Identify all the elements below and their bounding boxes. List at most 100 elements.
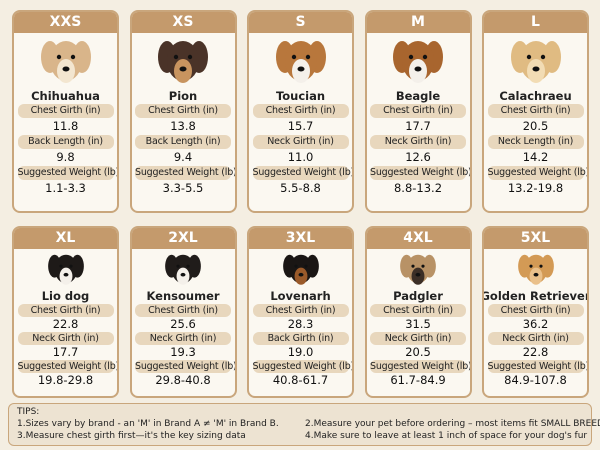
size-card: 2XL Kensoumer Chest Girth (in) 25.6 Neck Gi… (129, 226, 237, 398)
breed-name: Beagle (395, 89, 441, 103)
measure-value: 14.2 (522, 150, 549, 164)
dog-photo (40, 41, 91, 83)
breed-name: Calachraeu (499, 89, 572, 103)
measure-label: Chest Girth (in) (487, 304, 584, 317)
measure-value: 20.5 (522, 119, 549, 133)
breed-name: Lovenarh (270, 289, 331, 303)
measure-value: 9.8 (56, 150, 75, 164)
measure-value: 17.7 (52, 345, 79, 359)
measure-value: 31.5 (405, 317, 431, 331)
size-card: 4XL Padgler Chest Girth (in) 31.5 Neck Girt… (364, 226, 472, 398)
measure-label: Chest Girth (in) (17, 304, 114, 317)
measure-value: 20.5 (405, 345, 431, 359)
measure-label: Chest Girth (in) (370, 304, 466, 317)
size-label: 5XL (484, 228, 587, 249)
measure-value: 12.6 (405, 150, 431, 164)
measure-label: Neck Girth (in) (370, 332, 466, 345)
measure-value: 11.8 (52, 119, 79, 133)
size-label: M (366, 12, 470, 33)
measure-label: Suggested Weight (lb) (17, 166, 119, 180)
tip: 4.Make sure to leave at least 1 inch of … (305, 431, 588, 441)
breed-name: Toucian (275, 89, 326, 103)
size-label: XL (14, 228, 117, 249)
size-label: L (484, 12, 587, 33)
measure-value: 22.8 (52, 317, 79, 331)
measure-value: 3.3-5.5 (162, 181, 204, 195)
dog-photo (158, 41, 208, 83)
measure-value: 19.8-29.8 (37, 373, 94, 387)
measure-label: Neck Girth (in) (252, 135, 349, 149)
measure-label: Chest Girth (in) (135, 104, 231, 118)
measure-label: Chest Girth (in) (17, 104, 114, 118)
breed-name: Padgler (393, 289, 443, 303)
dog-photo (275, 41, 326, 83)
measure-label: Back Girth (in) (252, 332, 349, 345)
dog-photo (282, 254, 319, 285)
measure-value: 17.7 (405, 119, 431, 133)
size-label: XS (131, 12, 235, 33)
tips-box: TIPS: 1.Sizes vary by brand - an 'M' in … (8, 403, 600, 446)
tip: 2.Measure your pet before ordering – mos… (305, 419, 600, 429)
measure-label: Back Length (in) (135, 135, 231, 149)
measure-value: 40.8-61.7 (272, 373, 329, 387)
measure-label: Chest Girth (in) (252, 304, 349, 317)
measure-value: 19.3 (170, 345, 196, 359)
size-card: XL Lio dog Chest Girth (in) 22.8 Neck Girth… (12, 226, 119, 398)
measure-label: Back Length (in) (17, 135, 114, 149)
measure-value: 29.8-40.8 (155, 373, 211, 387)
measure-value: 8.8-13.2 (393, 181, 443, 195)
measure-label: Suggested Weight (lb) (252, 166, 354, 180)
measure-label: Neck Girth (in) (370, 135, 466, 149)
breed-name: Kensoumer (146, 289, 220, 303)
measure-value: 5.5-8.8 (280, 181, 321, 195)
size-card: 5XL Golden Retriever Chest Girth (in) 36.2… (482, 226, 589, 398)
measure-label: Suggested Weight (lb) (252, 360, 354, 373)
measure-value: 1.1-3.3 (45, 181, 86, 195)
dog-photo (510, 41, 561, 83)
measure-value: 15.7 (287, 119, 314, 133)
measure-label: Chest Girth (in) (252, 104, 349, 118)
breed-name: Chihuahua (31, 89, 100, 103)
measure-label: Neck Girth (in) (17, 332, 114, 345)
breed-name: Pion (168, 89, 198, 103)
measure-value: 13.8 (170, 119, 196, 133)
measure-value: 13.2-19.8 (507, 181, 564, 195)
measure-value: 9.4 (173, 150, 193, 164)
size-label: XXS (14, 12, 117, 33)
measure-value: 25.6 (170, 317, 196, 331)
dog-photo (393, 41, 443, 83)
tips-title: TIPS: (17, 407, 40, 417)
measure-label: Suggested Weight (lb) (135, 166, 237, 180)
size-card: 3XL Lovenarh Chest Girth (in) 28.3 Back Gir… (247, 226, 354, 398)
measure-label: Neck Girth (in) (487, 332, 584, 345)
measure-value: 61.7-84.9 (390, 373, 446, 387)
breed-name: Golden Retriever (482, 289, 589, 303)
measure-value: 28.3 (287, 317, 314, 331)
measure-label: Suggested Weight (lb) (17, 360, 119, 373)
measure-label: Suggested Weight (lb) (370, 166, 472, 180)
size-card: XS Pion Chest Girth (in) 13.8 Back Length (… (129, 10, 237, 213)
breed-name: Lio dog (41, 289, 90, 303)
measure-label: Chest Girth (in) (370, 104, 466, 118)
measure-label: Neck Length (in) (487, 135, 584, 149)
measure-value: 84.9-107.8 (504, 373, 567, 387)
size-card: S Toucian Chest Girth (in) 15.7 Neck Girth … (247, 10, 354, 213)
size-label: S (249, 12, 352, 33)
size-card: XXS Chihuahua Chest Girth (in) 11.8 Back Le… (12, 10, 119, 213)
measure-label: Suggested Weight (lb) (135, 360, 237, 373)
measure-label: Chest Girth (in) (487, 104, 584, 118)
measure-value: 22.8 (522, 345, 549, 359)
size-label: 2XL (131, 228, 235, 249)
size-label: 4XL (366, 228, 470, 249)
dog-photo (517, 254, 554, 285)
measure-label: Suggested Weight (lb) (487, 360, 589, 373)
dog-photo (47, 254, 84, 285)
measure-label: Suggested Weight (lb) (370, 360, 472, 373)
measure-label: Neck Girth (in) (135, 332, 231, 345)
tip: 3.Measure chest girth first—it's the key… (17, 431, 246, 441)
dog-photo (165, 254, 201, 285)
measure-value: 11.0 (287, 150, 314, 164)
measure-value: 36.2 (522, 317, 549, 331)
measure-label: Suggested Weight (lb) (487, 166, 589, 180)
